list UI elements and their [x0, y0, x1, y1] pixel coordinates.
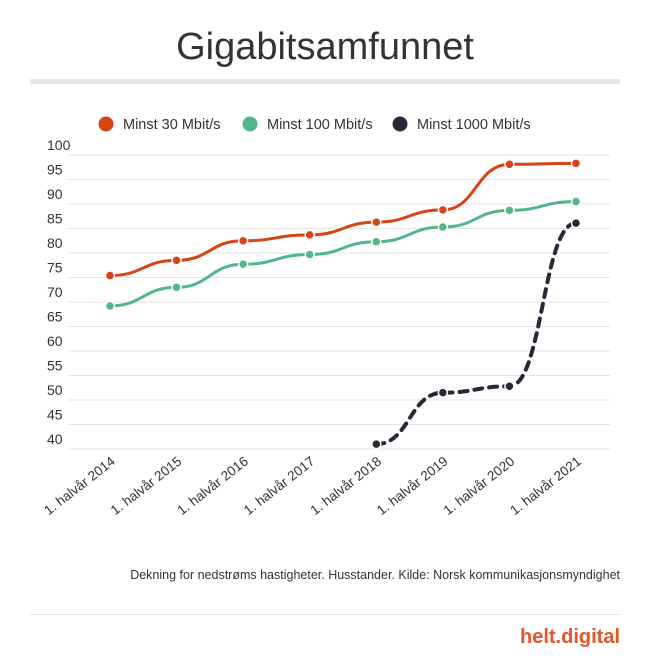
x-tick-label: 1. halvår 2015 [108, 454, 185, 518]
grid-lines [68, 154, 610, 450]
x-tick-label: 1. halvår 2014 [41, 453, 118, 518]
legend-label: Minst 1000 Mbit/s [417, 117, 531, 133]
data-point-minst-30-mbit-s [104, 270, 116, 281]
line-chart: Minst 30 Mbit/s Minst 100 Mbit/s Minst 100… [41, 116, 610, 518]
legend-label: Minst 30 Mbit/s [123, 117, 221, 133]
data-point-minst-100-mbit-s [237, 259, 249, 270]
data-point-minst-30-mbit-s [304, 229, 315, 241]
data-point-minst-100-mbit-s [504, 205, 515, 216]
series-line-minst-1000-mbit-s [374, 221, 578, 447]
x-tick-label: 1. halvår 2019 [374, 454, 451, 518]
data-point-minst-100-mbit-s [570, 196, 582, 207]
legend-marker [98, 116, 114, 132]
data-point-minst-100-mbit-s [171, 282, 182, 293]
y-tick-label: 70 [47, 284, 63, 300]
footer-divider [30, 614, 620, 615]
y-tick-label: 85 [47, 211, 63, 227]
data-point-minst-1000-mbit-s [437, 387, 449, 398]
y-tick-label: 100 [47, 137, 71, 153]
y-tick-label: 50 [47, 382, 63, 398]
legend-marker [242, 116, 258, 132]
data-point-minst-100-mbit-s [104, 300, 116, 312]
x-tick-label: 1. halvår 2021 [507, 454, 584, 518]
series-lines [108, 161, 578, 447]
y-axis-ticks: 100 95 90 85 80 75 70 65 60 55 50 45 40 [47, 137, 71, 447]
chart-source-note: Dekning for nedstrøms hastigheter. Husst… [130, 568, 620, 582]
y-tick-label: 45 [47, 407, 63, 423]
data-point-minst-1000-mbit-s [371, 438, 382, 450]
data-point-minst-30-mbit-s [371, 216, 382, 228]
data-point-minst-1000-mbit-s [570, 217, 582, 229]
y-tick-label: 90 [47, 186, 63, 202]
brand-logo: helt.digital [520, 626, 620, 648]
data-point-minst-30-mbit-s [437, 204, 449, 216]
y-tick-label: 65 [47, 309, 63, 325]
y-tick-label: 60 [47, 333, 63, 349]
data-point-minst-100-mbit-s [371, 236, 382, 247]
data-point-minst-30-mbit-s [570, 158, 582, 169]
data-point-minst-100-mbit-s [304, 249, 315, 260]
y-tick-label: 55 [47, 358, 63, 374]
legend: Minst 30 Mbit/s Minst 100 Mbit/s Minst 100… [98, 116, 531, 133]
y-tick-label: 75 [47, 260, 63, 276]
y-tick-label: 40 [47, 431, 63, 447]
x-tick-label: 1. halvår 2018 [307, 454, 384, 518]
chart-title: Gigabitsamfunnet [176, 26, 474, 68]
data-point-minst-30-mbit-s [237, 235, 249, 246]
x-tick-label: 1. halvår 2017 [241, 454, 318, 518]
y-tick-label: 80 [47, 235, 63, 251]
data-point-minst-1000-mbit-s [504, 381, 515, 392]
data-point-minst-30-mbit-s [171, 255, 182, 266]
data-point-minst-30-mbit-s [504, 159, 515, 170]
y-tick-label: 95 [47, 162, 63, 178]
title-divider [30, 79, 620, 84]
x-tick-label: 1. halvår 2016 [174, 454, 251, 518]
legend-marker [392, 116, 408, 132]
data-point-minst-100-mbit-s [437, 221, 449, 233]
series-points [104, 158, 582, 450]
x-tick-label: 1. halvår 2020 [441, 454, 518, 518]
legend-label: Minst 100 Mbit/s [267, 117, 373, 133]
